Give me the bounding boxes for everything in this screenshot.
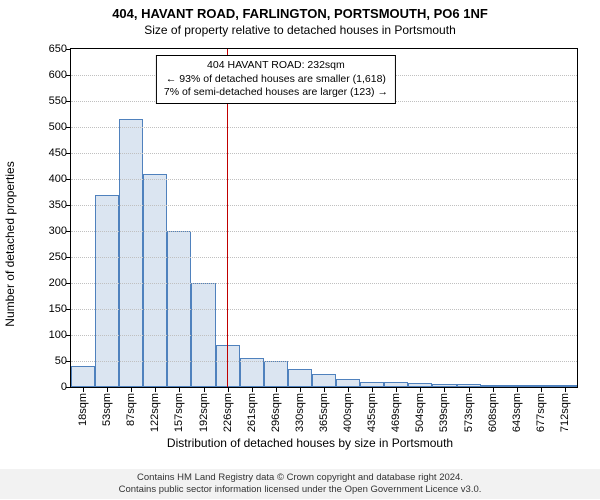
chart-title-sub: Size of property relative to detached ho…: [0, 21, 600, 37]
chart-area: Number of detached properties 0501001502…: [36, 44, 584, 444]
footer-line-2: Contains public sector information licen…: [0, 484, 600, 496]
y-tick-mark: [66, 127, 71, 128]
x-tick-mark: [131, 387, 132, 392]
histogram-bar: [336, 379, 360, 387]
x-tick-label: 261sqm: [246, 393, 258, 432]
gridline: [71, 153, 577, 154]
x-tick-mark: [517, 387, 518, 392]
x-tick-mark: [444, 387, 445, 392]
histogram-bar: [288, 369, 312, 387]
x-tick-mark: [348, 387, 349, 392]
x-tick-mark: [565, 387, 566, 392]
x-tick-label: 435sqm: [366, 393, 378, 432]
y-tick-mark: [66, 75, 71, 76]
x-tick-mark: [107, 387, 108, 392]
histogram-bar: [95, 195, 119, 387]
x-tick-mark: [252, 387, 253, 392]
x-tick-label: 157sqm: [173, 393, 185, 432]
x-tick-mark: [420, 387, 421, 392]
x-tick-mark: [228, 387, 229, 392]
x-tick-label: 122sqm: [149, 393, 161, 432]
annotation-line: 404 HAVANT ROAD: 232sqm: [164, 59, 388, 73]
x-tick-label: 504sqm: [414, 393, 426, 432]
x-tick-label: 330sqm: [294, 393, 306, 432]
x-tick-label: 365sqm: [318, 393, 330, 432]
y-axis-label: Number of detached properties: [3, 161, 17, 326]
histogram-bar: [119, 119, 143, 387]
x-tick-label: 18sqm: [77, 393, 89, 426]
gridline: [71, 205, 577, 206]
histogram-bar: [71, 366, 95, 387]
x-tick-label: 539sqm: [438, 393, 450, 432]
x-tick-mark: [300, 387, 301, 392]
histogram-bar: [240, 358, 264, 387]
x-tick-label: 712sqm: [559, 393, 571, 432]
y-tick-mark: [66, 101, 71, 102]
histogram-bar: [264, 361, 288, 387]
x-tick-label: 226sqm: [222, 393, 234, 432]
x-tick-mark: [204, 387, 205, 392]
gridline: [71, 257, 577, 258]
x-tick-mark: [493, 387, 494, 392]
y-tick-mark: [66, 231, 71, 232]
x-tick-label: 469sqm: [390, 393, 402, 432]
histogram-bar: [312, 374, 336, 387]
gridline: [71, 283, 577, 284]
x-tick-label: 573sqm: [463, 393, 475, 432]
y-tick-mark: [66, 205, 71, 206]
y-tick-mark: [66, 309, 71, 310]
x-tick-mark: [469, 387, 470, 392]
annotation-line: ← 93% of detached houses are smaller (1,…: [164, 73, 388, 87]
x-tick-mark: [83, 387, 84, 392]
x-tick-mark: [155, 387, 156, 392]
y-tick-mark: [66, 153, 71, 154]
x-axis-label: Distribution of detached houses by size …: [167, 436, 453, 450]
gridline: [71, 361, 577, 362]
gridline: [71, 335, 577, 336]
y-tick-mark: [66, 283, 71, 284]
y-tick-mark: [66, 179, 71, 180]
gridline: [71, 127, 577, 128]
x-tick-label: 400sqm: [342, 393, 354, 432]
x-tick-mark: [276, 387, 277, 392]
y-tick-mark: [66, 49, 71, 50]
footer-attribution: Contains HM Land Registry data © Crown c…: [0, 469, 600, 499]
footer-line-1: Contains HM Land Registry data © Crown c…: [0, 472, 600, 484]
x-tick-label: 53sqm: [101, 393, 113, 426]
x-tick-mark: [372, 387, 373, 392]
annotation-box: 404 HAVANT ROAD: 232sqm← 93% of detached…: [156, 55, 396, 104]
x-tick-label: 677sqm: [535, 393, 547, 432]
x-tick-label: 192sqm: [198, 393, 210, 432]
x-tick-mark: [541, 387, 542, 392]
y-tick-mark: [66, 387, 71, 388]
gridline: [71, 231, 577, 232]
plot-area: 0501001502002503003504004505005506006501…: [70, 48, 578, 388]
gridline: [71, 309, 577, 310]
x-tick-label: 643sqm: [511, 393, 523, 432]
x-tick-mark: [396, 387, 397, 392]
x-tick-label: 608sqm: [487, 393, 499, 432]
gridline: [71, 179, 577, 180]
annotation-line: 7% of semi-detached houses are larger (1…: [164, 86, 388, 100]
x-tick-mark: [179, 387, 180, 392]
chart-title-main: 404, HAVANT ROAD, FARLINGTON, PORTSMOUTH…: [0, 0, 600, 21]
y-tick-mark: [66, 257, 71, 258]
y-tick-mark: [66, 335, 71, 336]
x-tick-label: 87sqm: [125, 393, 137, 426]
x-tick-mark: [324, 387, 325, 392]
x-tick-label: 296sqm: [270, 393, 282, 432]
y-tick-mark: [66, 361, 71, 362]
